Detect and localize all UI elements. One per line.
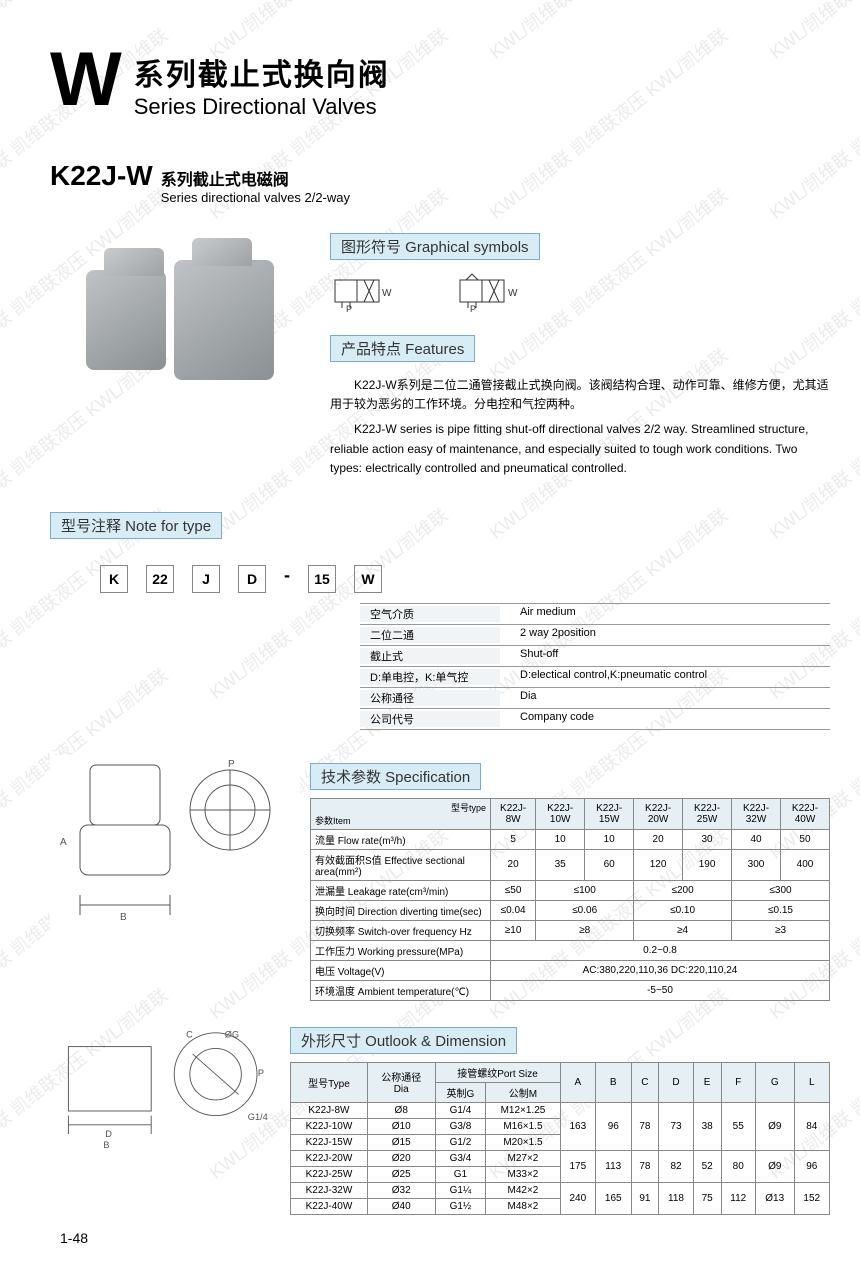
svg-text:B: B (120, 912, 127, 923)
spec-row: 环境温度 Ambient temperature(℃)-5~50 (311, 980, 830, 1000)
code-letter: W (354, 565, 382, 593)
graphical-symbols: W W P P (330, 272, 830, 317)
tech-drawing-side: A B P (50, 755, 300, 935)
type-decode-table: 空气介质Air medium二位二通2 way 2position截止式Shut… (360, 603, 830, 730)
code-letter: - (284, 565, 290, 593)
label-spec: 技术参数 Specification (310, 763, 481, 790)
svg-text:P: P (346, 304, 352, 312)
spec-col-header: K22J-15W (585, 798, 634, 829)
svg-text:B: B (103, 1140, 109, 1150)
code-letter: 15 (308, 565, 336, 593)
svg-text:ØG: ØG (225, 1029, 239, 1039)
spec-row: 有效截面积S值 Effective sectional area(mm²)203… (311, 849, 830, 880)
svg-text:C: C (186, 1029, 193, 1039)
svg-text:D: D (105, 1129, 112, 1139)
spec-table: 型号type参数ItemK22J-8WK22J-10WK22J-15WK22J-… (310, 798, 830, 1001)
svg-text:W: W (508, 288, 518, 299)
dimension-table: 型号Type公称通径Dia接管螺纹Port SizeABCDEFGL英制G公制M… (290, 1062, 830, 1215)
decode-row: 二位二通2 way 2position (360, 624, 830, 645)
page-number: 1-48 (50, 1230, 830, 1246)
page-title-block: W 系列截止式换向阀 Series Directional Valves (50, 50, 830, 120)
svg-text:A: A (60, 837, 67, 848)
decode-row: 截止式Shut-off (360, 645, 830, 666)
dim-row: K22J-8WØ8G1/4M12×1.251639678733855Ø984 (291, 1102, 830, 1118)
decode-row: 空气介质Air medium (360, 603, 830, 624)
svg-text:W: W (382, 288, 392, 299)
spec-row: 泄漏量 Leakage rate(cm³/min)≤50≤100≤200≤300 (311, 880, 830, 900)
spec-row: 流量 Flow rate(m³/h)5101020304050 (311, 829, 830, 849)
svg-text:P: P (228, 759, 235, 770)
features-en: K22J-W series is pipe fitting shut-off d… (330, 420, 830, 478)
label-symbols: 图形符号 Graphical symbols (330, 233, 540, 260)
tech-drawing-bottom: D B C ØG P G1/4 (50, 1019, 280, 1169)
features-cn: K22J-W系列是二位二通管接截止式换向阀。该阀结构合理、动作可靠、维修方便，尤… (330, 376, 830, 414)
subtitle-cn: 系列截止式电磁阀 (161, 166, 350, 190)
code-letter: J (192, 565, 220, 593)
spec-col-header: K22J-20W (634, 798, 683, 829)
label-features: 产品特点 Features (330, 335, 475, 362)
title-big-letter: W (50, 50, 122, 111)
product-image (50, 225, 310, 415)
subtitle-model: K22J-W (50, 160, 153, 192)
title-cn: 系列截止式换向阀 (134, 50, 390, 94)
decode-row: D:单电控，K:单气控D:electical control,K:pneumat… (360, 666, 830, 687)
decode-row: 公司代号Company code (360, 708, 830, 730)
code-letter: D (238, 565, 266, 593)
spec-row: 换向时间 Direction diverting time(sec)≤0.04≤… (311, 900, 830, 920)
spec-row: 切换频率 Switch-over frequency Hz≥10≥8≥4≥3 (311, 920, 830, 940)
spec-col-header: K22J-32W (732, 798, 781, 829)
spec-col-header: K22J-8W (491, 798, 536, 829)
type-code-letters: K 22 JD-15 W (100, 565, 830, 593)
svg-text:P: P (258, 1068, 264, 1078)
subtitle-en: Series directional valves 2/2-way (161, 190, 350, 205)
spec-col-header: K22J-40W (780, 798, 829, 829)
svg-text:G1/4: G1/4 (248, 1112, 268, 1122)
title-en: Series Directional Valves (134, 94, 390, 120)
spec-col-header: K22J-25W (683, 798, 732, 829)
svg-text:P: P (470, 304, 476, 312)
label-outlook: 外形尺寸 Outlook & Dimension (290, 1027, 517, 1054)
dim-row: K22J-32WØ32G1¼M42×22401659111875112Ø1315… (291, 1182, 830, 1198)
code-letter: K (100, 565, 128, 593)
code-letter: 22 (146, 565, 174, 593)
spec-row: 电压 Voltage(V)AC:380,220,110,36 DC:220,11… (311, 960, 830, 980)
dim-row: K22J-20WØ20G3/4M27×217511378825280Ø996 (291, 1150, 830, 1166)
spec-col-header: K22J-10W (536, 798, 585, 829)
decode-row: 公称通径Dia (360, 687, 830, 708)
label-notetype: 型号注释 Note for type (50, 512, 222, 539)
subtitle-block: K22J-W 系列截止式电磁阀 Series directional valve… (50, 160, 830, 205)
spec-row: 工作压力 Working pressure(MPa)0.2~0.8 (311, 940, 830, 960)
